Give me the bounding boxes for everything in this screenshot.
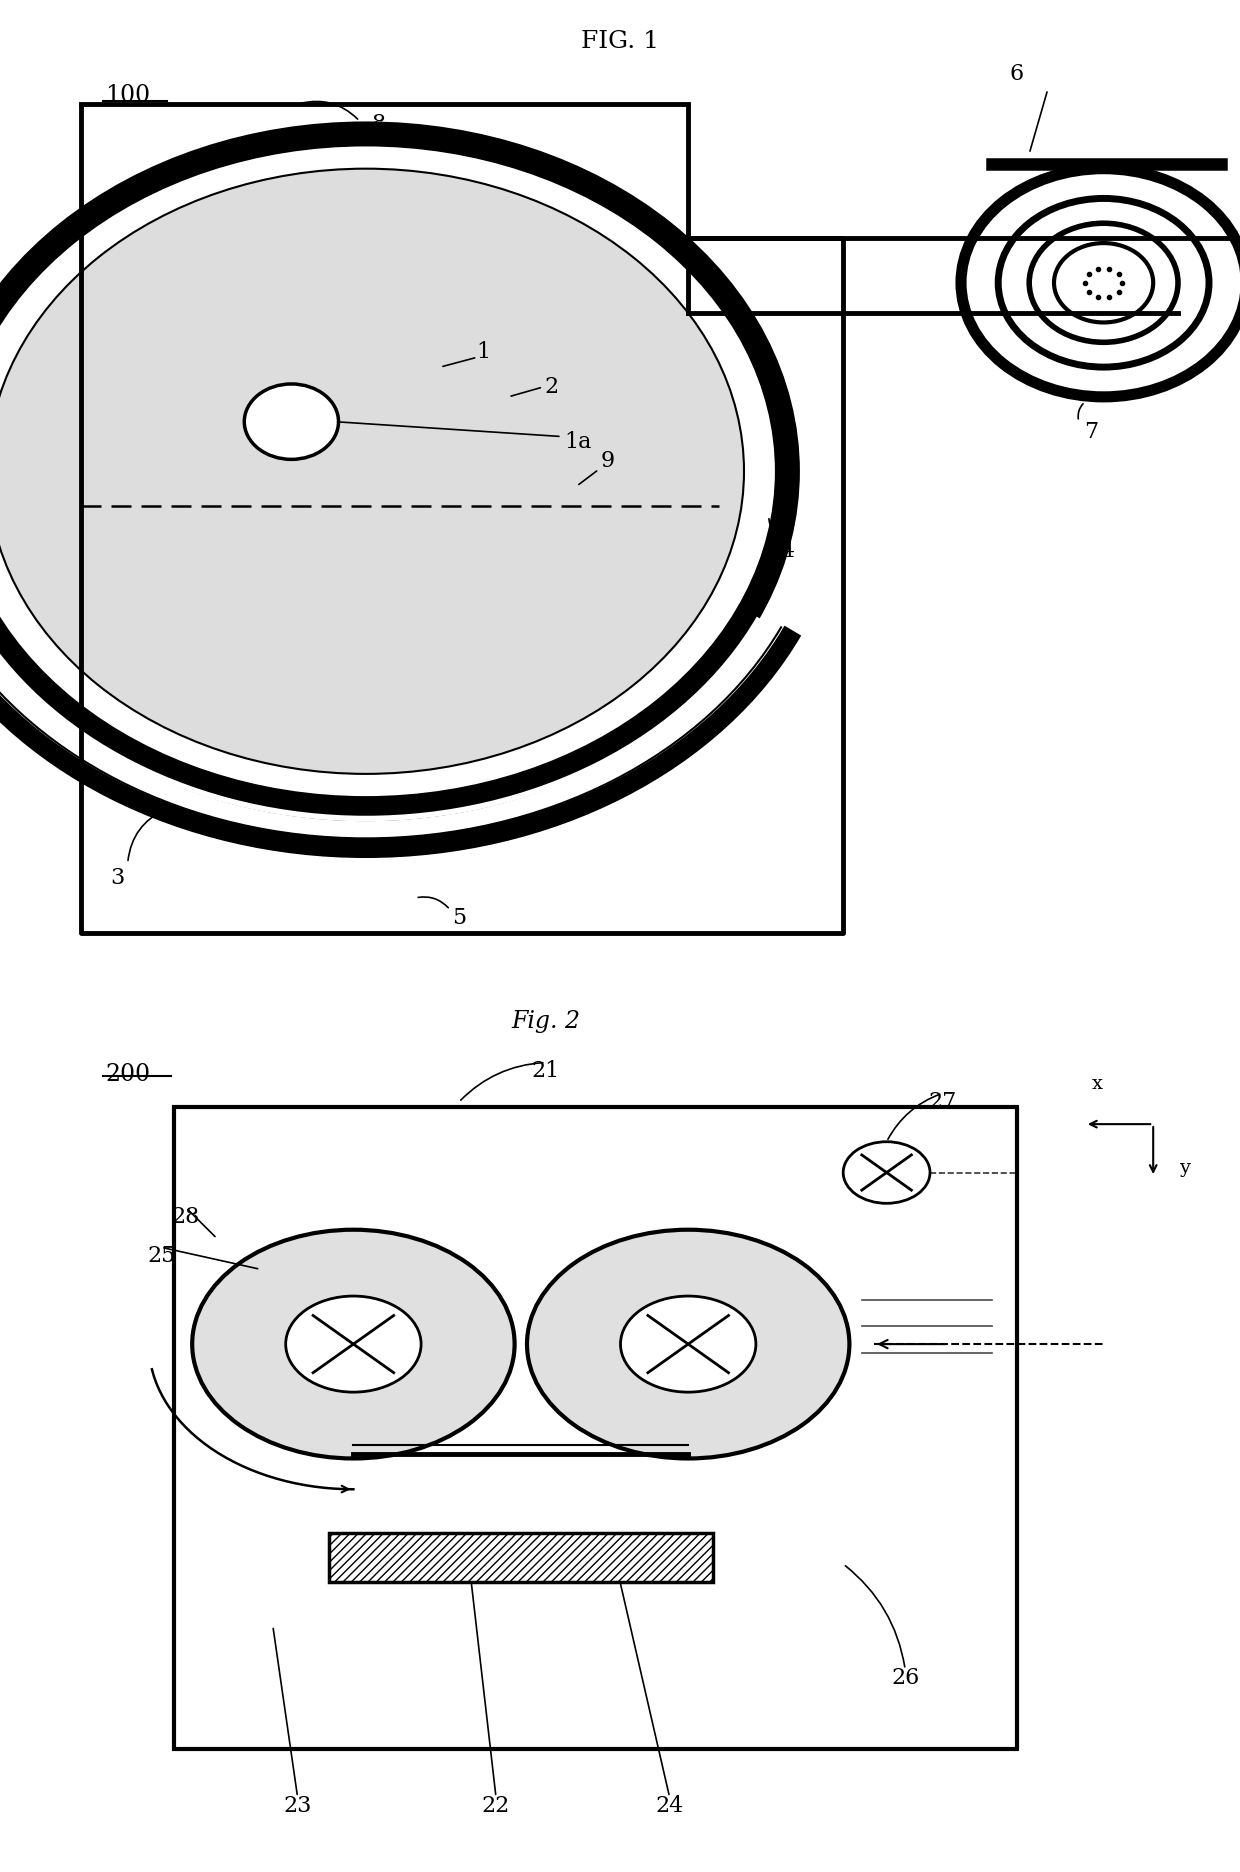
Text: y: y <box>1179 1159 1189 1176</box>
Text: 24: 24 <box>656 1795 683 1818</box>
Circle shape <box>192 1230 515 1458</box>
Text: 200: 200 <box>105 1063 150 1086</box>
Text: 25: 25 <box>148 1245 175 1267</box>
Text: Fig. 2: Fig. 2 <box>511 1009 580 1033</box>
Text: 6: 6 <box>1009 64 1024 86</box>
Text: 1: 1 <box>476 341 491 363</box>
Circle shape <box>527 1230 849 1458</box>
Text: 3: 3 <box>110 867 125 889</box>
Text: 5: 5 <box>451 906 466 929</box>
Bar <box>329 1533 713 1582</box>
Bar <box>174 1106 1017 1748</box>
Text: 7: 7 <box>1084 421 1099 442</box>
Text: 4: 4 <box>780 539 795 562</box>
Text: 100: 100 <box>105 84 150 107</box>
Circle shape <box>620 1295 756 1393</box>
Text: 22: 22 <box>482 1795 510 1818</box>
Circle shape <box>0 168 744 773</box>
Circle shape <box>843 1142 930 1204</box>
Text: 1a: 1a <box>564 431 591 453</box>
Text: 21: 21 <box>532 1060 559 1082</box>
Text: FIG. 1: FIG. 1 <box>582 30 658 52</box>
Text: 27: 27 <box>929 1091 956 1114</box>
Circle shape <box>244 384 339 459</box>
Text: 23: 23 <box>284 1795 311 1818</box>
Text: 8: 8 <box>371 112 386 135</box>
Text: 28: 28 <box>172 1206 200 1228</box>
Circle shape <box>285 1295 422 1393</box>
Text: x: x <box>1092 1075 1102 1093</box>
Text: 2: 2 <box>544 376 559 399</box>
Text: 9: 9 <box>600 451 615 472</box>
Text: 26: 26 <box>892 1668 919 1689</box>
Circle shape <box>0 163 750 779</box>
